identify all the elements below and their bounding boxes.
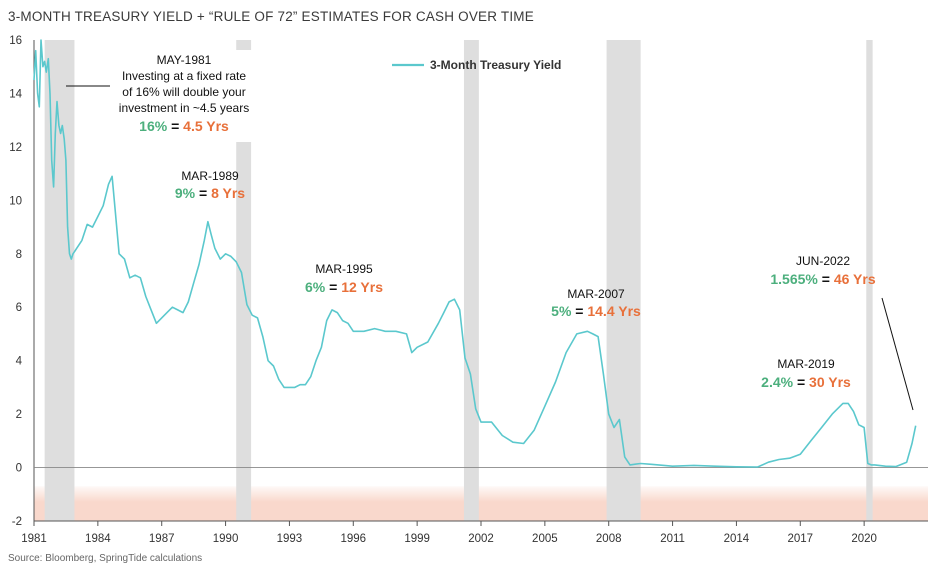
- x-tick-label: 2017: [787, 533, 813, 545]
- annotation-leader-line: [881, 297, 914, 411]
- annotation-years: 30 Yrs: [809, 374, 851, 390]
- annotation-may-1981: MAY-1981 Investing at a fixed rate of 16…: [66, 50, 260, 142]
- annotation-years: 12 Yrs: [341, 279, 383, 295]
- annotation-equals: =: [195, 185, 211, 201]
- annotation-text-line: investment in ~4.5 years: [119, 101, 249, 115]
- series-line-3-month-treasury-yield: [33, 39, 917, 468]
- x-tick-label: 2014: [724, 533, 750, 545]
- x-tick-label: 1984: [85, 533, 111, 545]
- y-tick-label: 14: [9, 88, 22, 100]
- annotation-rule: 2.4% = 30 Yrs: [761, 374, 851, 390]
- annotation-mar-2019: MAR-2019 2.4% = 30 Yrs: [761, 357, 851, 390]
- annotation-rule: 1.565% = 46 Yrs: [770, 271, 875, 287]
- y-axis-ticks: -2 0 2 4 6 8 10 12 14 16: [9, 35, 22, 528]
- annotation-rule: 16% = 4.5 Yrs: [139, 118, 229, 134]
- annotation-jun-2022: JUN-2022 1.565% = 46 Yrs: [770, 254, 914, 411]
- y-tick-label: 6: [16, 302, 22, 314]
- x-tick-label: 2020: [851, 533, 877, 545]
- annotation-mar-1989: MAR-1989 9% = 8 Yrs: [175, 169, 245, 201]
- x-tick-label: 1996: [340, 533, 366, 545]
- x-axis-ticks: 1981 1984 1987 1990 1993 1996 1999 2002 2005 2008…: [21, 521, 877, 545]
- recession-band: [866, 40, 873, 521]
- annotation-text-line: Investing at a fixed rate: [122, 69, 246, 83]
- annotation-date: MAY-1981: [157, 53, 212, 67]
- annotation-rate: 2.4%: [761, 374, 793, 390]
- annotation-background: [108, 50, 260, 142]
- x-tick-label: 2008: [596, 533, 622, 545]
- recession-band: [236, 40, 252, 521]
- y-tick-label: -2: [12, 516, 22, 528]
- annotation-years: 14.4 Yrs: [587, 303, 641, 319]
- negative-zone-band: [34, 486, 928, 521]
- annotation-text-line: of 16% will double your: [122, 85, 245, 99]
- y-tick-label: 2: [16, 409, 22, 421]
- annotation-mar-1995: MAR-1995 6% = 12 Yrs: [305, 262, 383, 295]
- legend: 3-Month Treasury Yield: [392, 58, 561, 72]
- legend-label: 3-Month Treasury Yield: [430, 58, 561, 72]
- annotation-rate: 6%: [305, 279, 326, 295]
- annotation-rate: 9%: [175, 185, 196, 201]
- y-tick-label: 0: [16, 463, 22, 475]
- annotation-equals: =: [793, 374, 809, 390]
- annotation-rule: 9% = 8 Yrs: [175, 185, 245, 201]
- x-tick-label: 1981: [21, 533, 47, 545]
- source-note: Source: Bloomberg, SpringTide calculatio…: [8, 553, 202, 564]
- annotation-date: MAR-2019: [777, 357, 835, 371]
- x-tick-label: 1993: [277, 533, 303, 545]
- negative-rate-zone: [34, 486, 928, 521]
- annotation-years: 4.5 Yrs: [183, 118, 229, 134]
- annotation-rate: 5%: [551, 303, 572, 319]
- y-tick-label: 10: [9, 195, 22, 207]
- x-tick-label: 1987: [149, 533, 175, 545]
- y-tick-label: 16: [9, 35, 22, 47]
- annotation-rule: 6% = 12 Yrs: [305, 279, 383, 295]
- recession-band: [463, 40, 479, 521]
- x-tick-label: 1990: [213, 533, 239, 545]
- x-tick-label: 1999: [404, 533, 430, 545]
- annotation-date: JUN-2022: [796, 254, 850, 268]
- annotation-years: 8 Yrs: [211, 185, 245, 201]
- recession-band: [44, 40, 75, 521]
- annotation-equals: =: [818, 271, 834, 287]
- annotation-date: MAR-1995: [315, 262, 373, 276]
- annotation-mar-2007: MAR-2007 5% = 14.4 Yrs: [551, 287, 641, 319]
- annotation-years: 46 Yrs: [834, 271, 876, 287]
- y-tick-label: 4: [16, 356, 23, 368]
- annotation-equals: =: [325, 279, 341, 295]
- annotation-equals: =: [167, 118, 183, 134]
- x-tick-label: 2005: [532, 533, 558, 545]
- annotation-rate: 1.565%: [770, 271, 818, 287]
- annotation-equals: =: [571, 303, 587, 319]
- series-layer: [33, 39, 917, 468]
- y-tick-label: 8: [16, 249, 22, 261]
- annotation-date: MAR-2007: [567, 287, 625, 301]
- x-tick-label: 2002: [468, 533, 494, 545]
- annotation-rate: 16%: [139, 118, 168, 134]
- chart-title: 3-MONTH TREASURY YIELD + “RULE OF 72” ES…: [8, 9, 534, 24]
- x-tick-label: 2011: [660, 533, 685, 545]
- annotation-date: MAR-1989: [181, 169, 239, 183]
- recession-band: [606, 40, 641, 521]
- annotation-rule: 5% = 14.4 Yrs: [551, 303, 641, 319]
- y-tick-label: 12: [9, 142, 22, 154]
